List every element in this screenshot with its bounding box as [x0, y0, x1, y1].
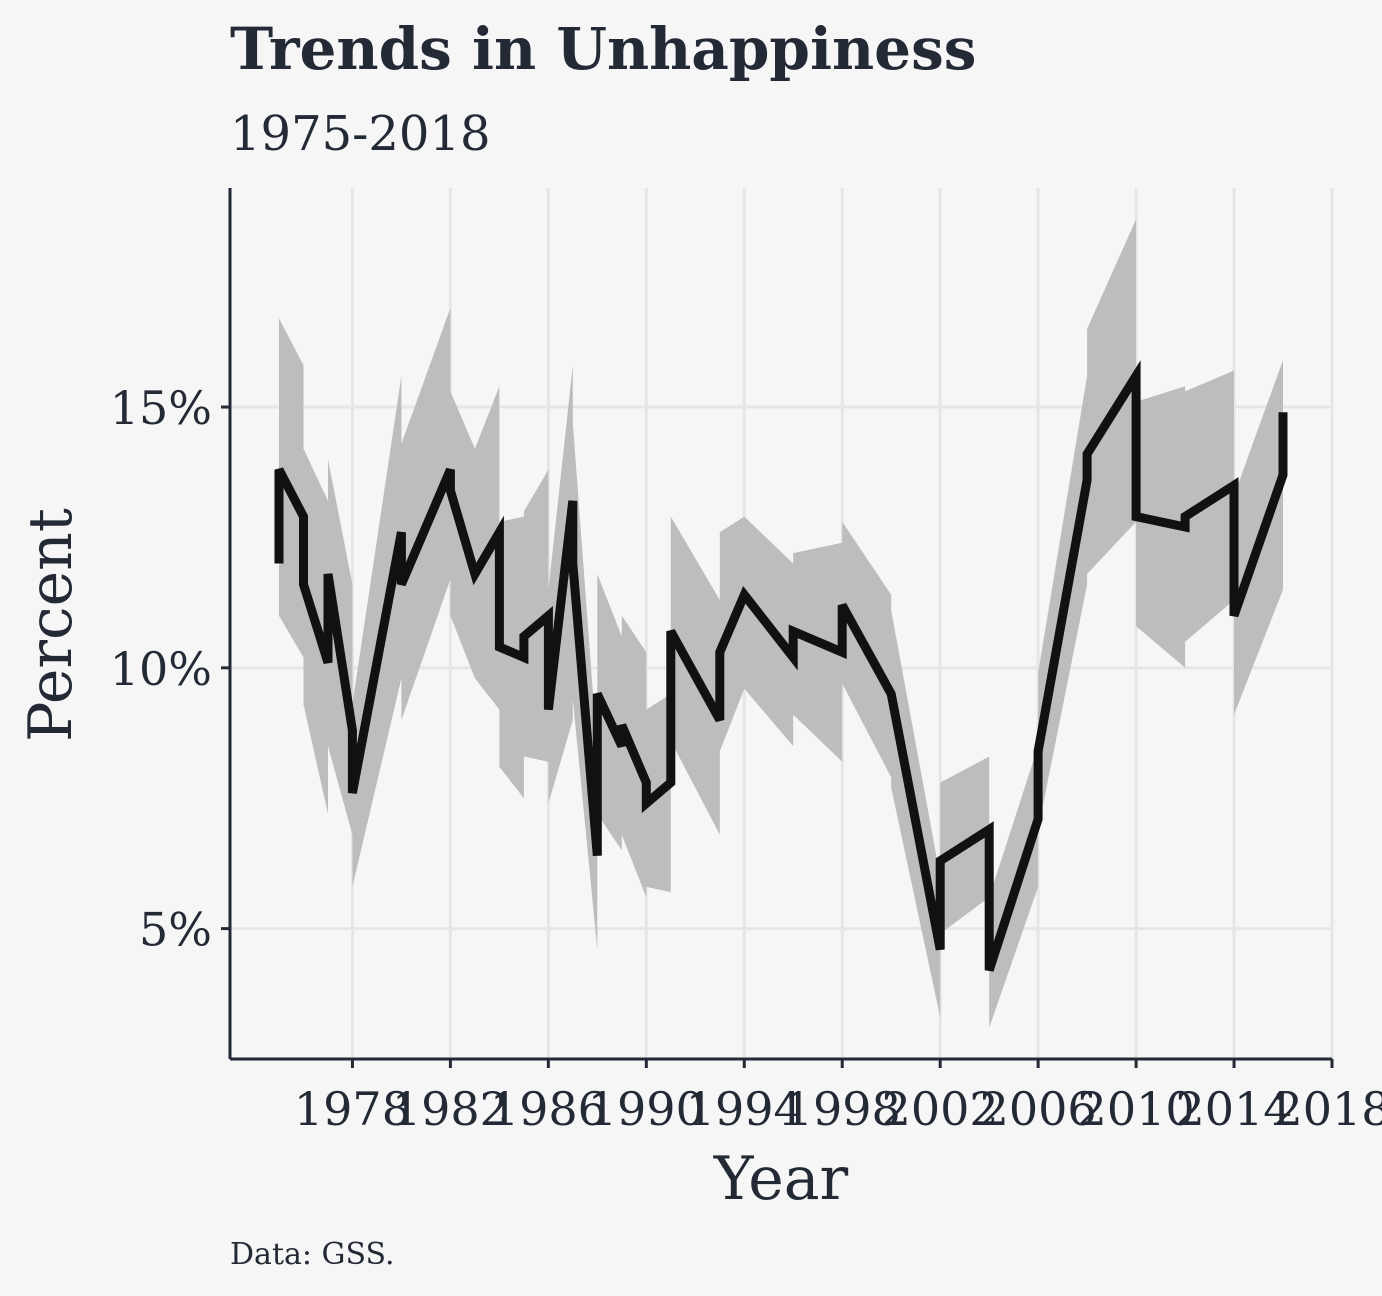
y-axis-title: Percent: [16, 508, 86, 742]
x-axis-title: Year: [713, 1144, 849, 1214]
x-tick-label-1978: 1978: [294, 1082, 411, 1136]
x-tick-label-2002: 2002: [882, 1082, 999, 1136]
x-tick-label-1994: 1994: [686, 1082, 803, 1136]
y-tick-label-15: 15%: [110, 381, 212, 435]
x-tick-label-1986: 1986: [490, 1082, 607, 1136]
series-line-layer: [274, 360, 1288, 972]
tick-labels: 1978198219861990199419982002200620102014…: [110, 381, 1382, 1136]
chart-subtitle: 1975-2018: [230, 106, 491, 162]
x-tick-label-1982: 1982: [392, 1082, 509, 1136]
x-tick-label-1990: 1990: [588, 1082, 705, 1136]
x-tick-label-2010: 2010: [1078, 1082, 1195, 1136]
x-tick-label-1998: 1998: [784, 1082, 901, 1136]
y-tick-label-5: 5%: [139, 903, 212, 957]
y-tick-label-10: 10%: [110, 642, 212, 696]
chart-title: Trends in Unhappiness: [230, 15, 976, 83]
series-line-0: [274, 360, 1288, 972]
x-tick-label-2014: 2014: [1176, 1082, 1293, 1136]
axes: [221, 188, 1334, 1068]
x-tick-label-2006: 2006: [980, 1082, 1097, 1136]
chart-caption: Data: GSS.: [230, 1237, 395, 1272]
x-tick-label-2018: 2018: [1273, 1082, 1382, 1136]
